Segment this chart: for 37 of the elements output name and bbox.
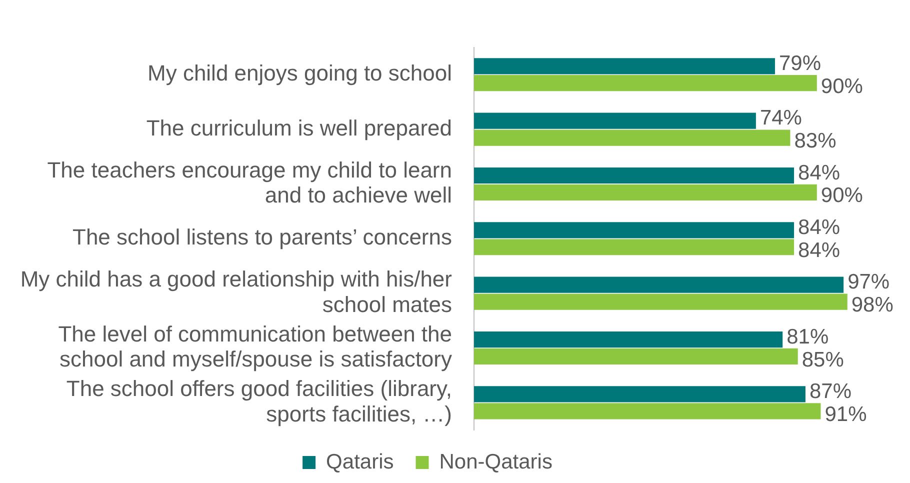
bar: [474, 58, 775, 74]
y-tick-label: The level of communication between the school and myself/spouse is satisfactory: [58, 321, 452, 372]
bar: [474, 130, 790, 146]
bar: [474, 276, 844, 293]
y-tick-label: My child has a good relationship with his/her school mates: [20, 266, 452, 318]
data-label: 85%: [802, 348, 844, 372]
legend-label: Non-Qataris: [439, 450, 552, 474]
bar: [474, 348, 798, 365]
bar: [474, 403, 821, 420]
data-label: 74%: [760, 106, 802, 130]
bar: [474, 386, 806, 402]
data-label: 90%: [820, 184, 863, 208]
data-label: 84%: [798, 238, 840, 262]
data-label: 79%: [778, 52, 822, 75]
bar: [474, 331, 783, 348]
data-label: 81%: [786, 325, 829, 348]
data-label: 97%: [848, 270, 890, 294]
legend-label: Qataris: [326, 450, 394, 474]
bar: [474, 294, 848, 310]
bar: [474, 167, 794, 184]
y-tick-label: The school offers good facilities (library, sports facilities, …): [66, 376, 452, 426]
y-tick-label: The curriculum is well prepared: [146, 115, 452, 140]
bar: [474, 184, 817, 201]
data-label: 84%: [798, 216, 840, 239]
y-tick-label: The teachers encourage my child to learn and to achieve well: [47, 157, 452, 208]
bar: [474, 75, 817, 92]
data-label: 87%: [809, 380, 852, 403]
data-label: 91%: [824, 402, 867, 426]
bar: [474, 222, 794, 238]
data-label: 98%: [851, 294, 894, 317]
data-label: 90%: [820, 74, 863, 98]
bar: [474, 112, 756, 129]
y-tick-label: The school listens to parents’ concerns: [72, 224, 452, 250]
bar: [474, 239, 794, 256]
data-label: 83%: [794, 130, 836, 153]
data-label: 84%: [798, 161, 840, 184]
y-tick-label: My child enjoys going to school: [148, 60, 452, 86]
